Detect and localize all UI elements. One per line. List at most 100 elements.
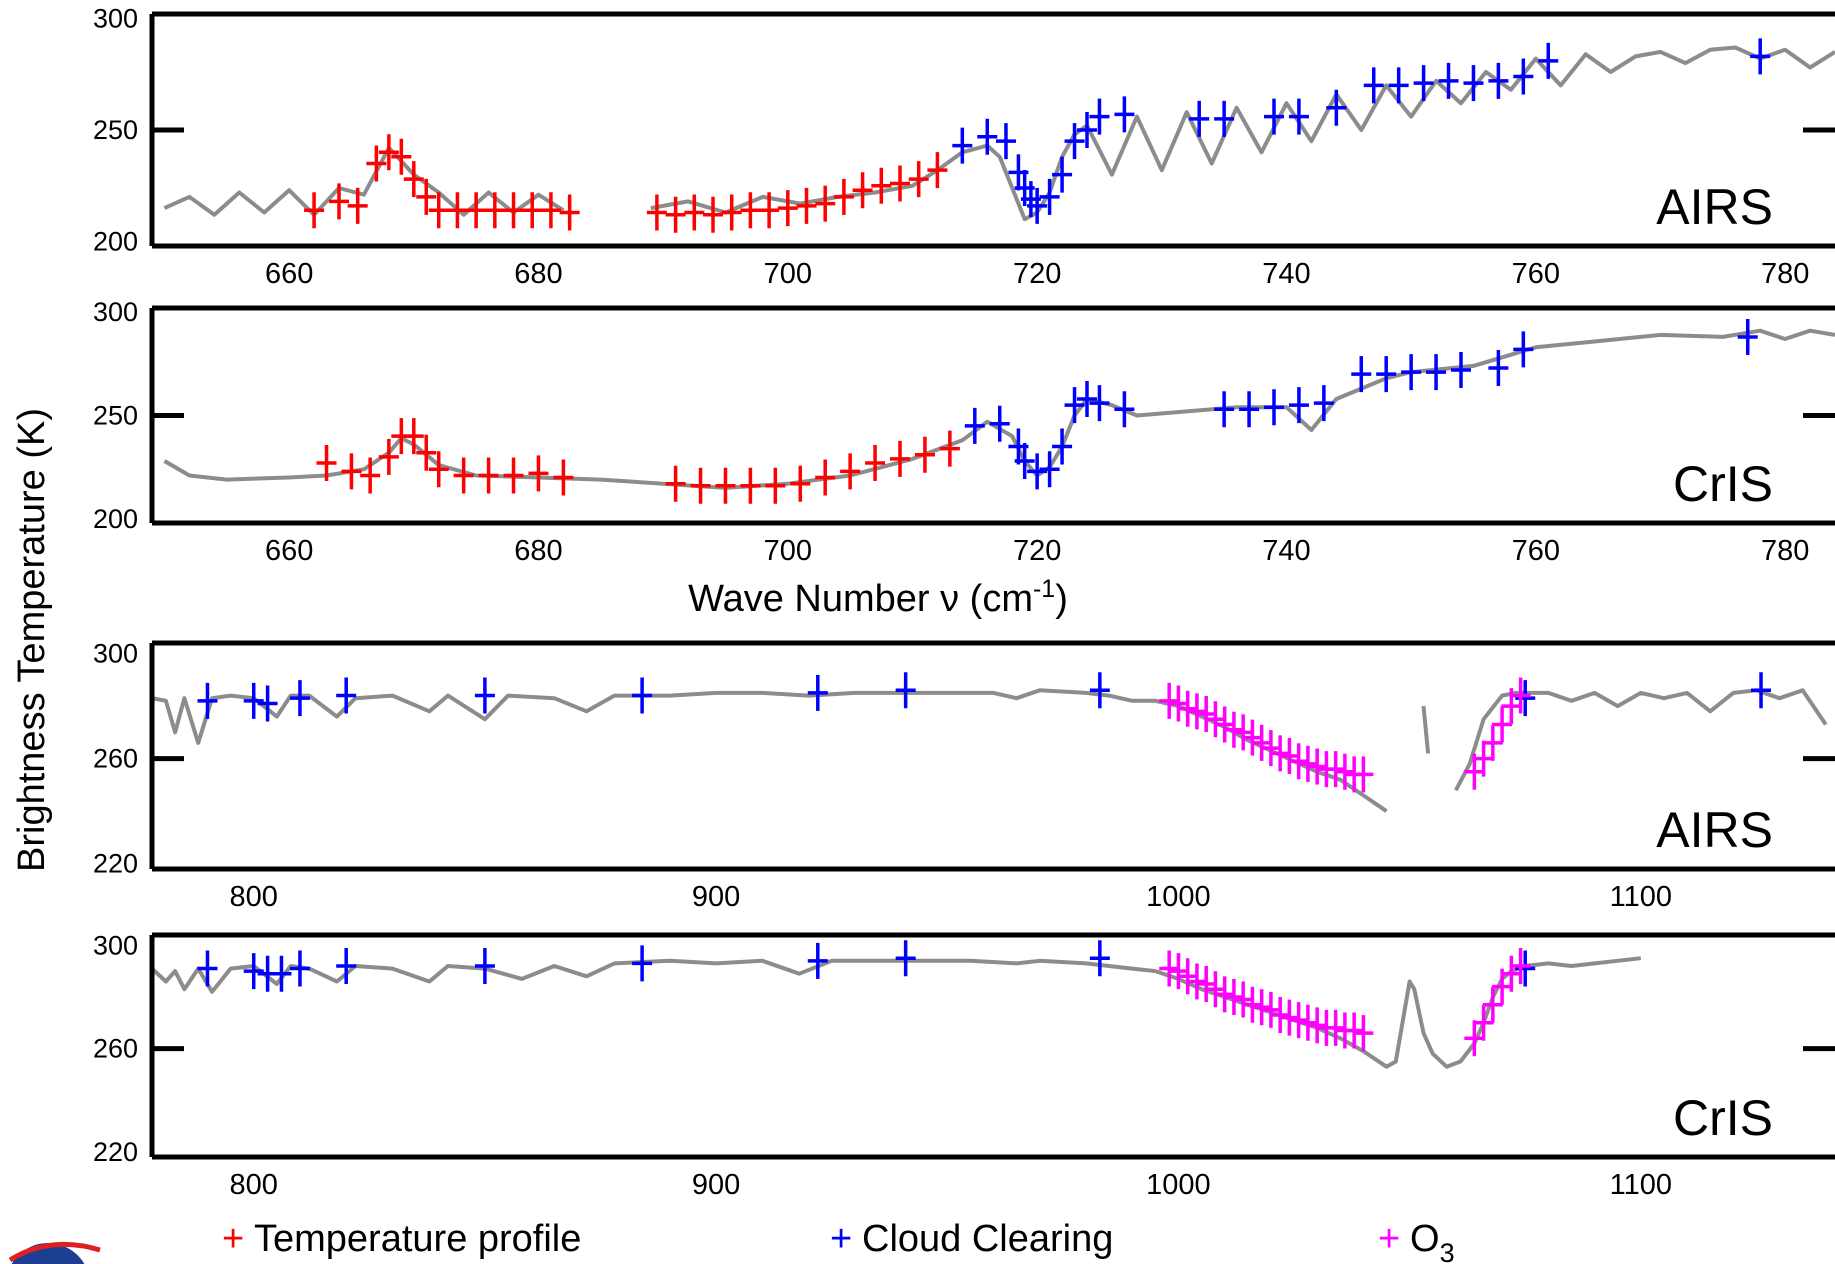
cloud-clearing-marker bbox=[474, 677, 495, 714]
o3-marker bbox=[1510, 677, 1531, 714]
cloud-clearing-marker bbox=[197, 950, 218, 987]
temperature-profile-marker bbox=[939, 430, 960, 467]
temperature-profile-marker bbox=[684, 194, 705, 231]
cloud-clearing-marker bbox=[1089, 385, 1110, 422]
cloud-clearing-marker bbox=[271, 955, 292, 992]
cloud-clearing-marker bbox=[1077, 112, 1097, 148]
temperature-profile-marker bbox=[890, 165, 910, 202]
cloud-clearing-marker bbox=[977, 118, 998, 155]
legend-item-o3: + O3 bbox=[1378, 1218, 1455, 1264]
o3-marker bbox=[1510, 947, 1531, 984]
o3-marker bbox=[1196, 966, 1217, 1003]
temperature-profile-marker bbox=[403, 418, 424, 455]
o3-marker bbox=[1270, 735, 1291, 772]
o3-marker bbox=[1482, 724, 1503, 761]
cloud-clearing-marker bbox=[1363, 67, 1384, 104]
temperature-profile-marker bbox=[790, 465, 811, 502]
temperature-profile-marker bbox=[378, 438, 399, 475]
temperature-profile-marker bbox=[347, 187, 368, 224]
axes-frame bbox=[149, 932, 1835, 1160]
o3-marker bbox=[1353, 1015, 1374, 1052]
cloud-clearing-marker bbox=[1326, 89, 1347, 126]
temperature-profile-marker bbox=[503, 192, 524, 229]
temperature-profile-marker bbox=[391, 138, 412, 175]
cloud-clearing-marker bbox=[1014, 442, 1035, 479]
temperature-profile-marker bbox=[796, 187, 817, 224]
o3-marker bbox=[1205, 701, 1226, 738]
o3-marker bbox=[1307, 748, 1328, 785]
temperature-profile-marker bbox=[665, 196, 686, 233]
legend-marker: + bbox=[830, 1218, 852, 1260]
temperature-profile-marker bbox=[852, 172, 873, 209]
temperature-profile-marker bbox=[304, 192, 325, 229]
panel-1: 200 250 300 660 680 700 720 740 760 780 AIRS bbox=[93, 3, 1835, 290]
temperature-profile-marker bbox=[740, 192, 761, 229]
cloud-clearing-marker bbox=[243, 682, 264, 719]
y-tick-label: 220 bbox=[93, 1137, 138, 1167]
cloud-clearing-marker bbox=[336, 677, 357, 714]
x-tick-label: 780 bbox=[1761, 258, 1809, 290]
temperature-profile-marker bbox=[665, 465, 686, 502]
cloud-clearing-marker bbox=[1214, 100, 1235, 137]
temperature-profile-marker bbox=[927, 152, 948, 189]
o3-marker bbox=[1288, 743, 1309, 780]
cloud-clearing-marker bbox=[1264, 389, 1284, 426]
cloud-clearing-marker bbox=[257, 685, 278, 722]
o3-marker bbox=[1353, 756, 1374, 793]
temperature-profile-marker bbox=[503, 457, 524, 494]
legend-marker: + bbox=[1378, 1218, 1400, 1260]
temperature-profile-marker bbox=[360, 457, 381, 494]
o3-marker bbox=[1251, 989, 1272, 1026]
x-tick-label: 800 bbox=[230, 1169, 278, 1201]
o3-marker bbox=[1482, 986, 1503, 1023]
o3-marker bbox=[1177, 690, 1198, 727]
o3-marker bbox=[1270, 997, 1291, 1034]
panel-3: 220 260 300 800 900 1000 1100 AIRS bbox=[93, 639, 1835, 913]
o3-marker bbox=[1233, 981, 1254, 1018]
temperature-profile-marker bbox=[403, 161, 424, 198]
temperature-profile-marker bbox=[540, 192, 561, 229]
legend-label: O3 bbox=[1410, 1218, 1455, 1264]
o3-marker bbox=[1186, 963, 1207, 1000]
cloud-clearing-marker bbox=[1488, 62, 1509, 99]
o3-marker bbox=[1233, 714, 1254, 751]
cloud-clearing-marker bbox=[289, 950, 310, 987]
cloud-clearing-marker bbox=[1401, 354, 1422, 391]
cloud-clearing-marker bbox=[1052, 428, 1073, 465]
o3-marker bbox=[1214, 706, 1235, 743]
y-tick-label: 300 bbox=[93, 639, 138, 669]
o3-marker bbox=[1473, 740, 1494, 777]
cloud-clearing-marker bbox=[632, 677, 653, 714]
instrument-label: AIRS bbox=[1656, 802, 1773, 858]
o3-marker bbox=[1344, 1012, 1365, 1049]
temperature-profile-marker bbox=[553, 459, 574, 496]
cloud-clearing-marker bbox=[1239, 391, 1260, 428]
cloud-clearing-marker bbox=[1313, 385, 1334, 422]
o3-marker bbox=[1501, 955, 1522, 992]
cloud-clearing-marker bbox=[1750, 38, 1771, 75]
cloud-clearing-marker bbox=[895, 940, 916, 977]
y-tick-label: 200 bbox=[93, 504, 138, 534]
cloud-clearing-marker bbox=[1027, 453, 1048, 490]
instrument-label: CrIS bbox=[1673, 1090, 1773, 1146]
cloud-clearing-marker bbox=[1064, 387, 1085, 424]
temperature-profile-marker bbox=[447, 192, 468, 229]
cloud-clearing-marker bbox=[1438, 62, 1459, 99]
axes-frame bbox=[149, 11, 1835, 249]
temperature-profile-marker bbox=[478, 457, 499, 494]
cloud-clearing-marker bbox=[1513, 58, 1534, 95]
temperature-profile-marker bbox=[466, 192, 487, 229]
x-tick-label: 680 bbox=[514, 535, 562, 567]
temperature-profile-marker bbox=[890, 440, 910, 477]
cloud-clearing-marker bbox=[336, 947, 357, 984]
y-tick-label: 300 bbox=[93, 930, 138, 960]
cloud-clearing-marker bbox=[995, 123, 1016, 160]
cloud-clearing-marker bbox=[197, 682, 218, 719]
o3-marker bbox=[1196, 695, 1217, 732]
temperature-profile-marker bbox=[871, 167, 892, 204]
cloud-clearing-marker bbox=[1089, 98, 1110, 135]
cloud-clearing-marker bbox=[474, 947, 495, 984]
cloud-clearing-marker bbox=[1039, 178, 1060, 215]
